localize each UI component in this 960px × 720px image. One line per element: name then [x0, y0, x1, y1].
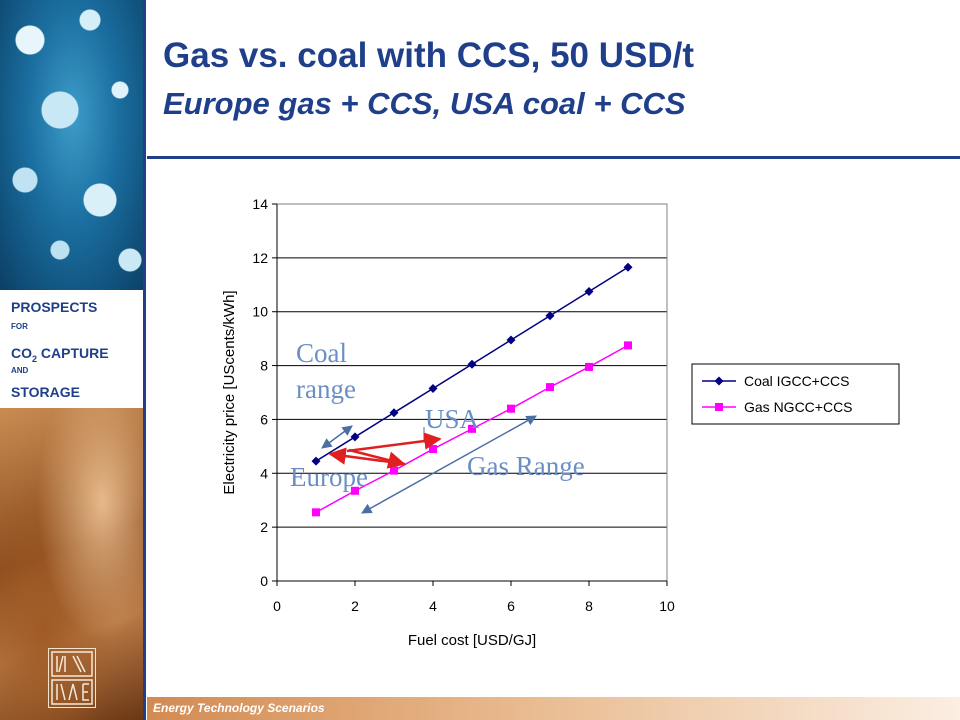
y-tick-label: 4 — [260, 465, 268, 481]
bubbles-image — [0, 0, 146, 290]
electricity-price-chart: 0 2 4 6 8 10 12 14 0 2 4 6 8 10 Coal range USA Europe Gas… — [221, 196, 900, 649]
sidebar-image-panel: PROSPECTS FOR CO2 CAPTURE AND STORAGE — [0, 0, 146, 720]
data-point — [350, 432, 360, 442]
series-coal — [311, 262, 633, 466]
data-point — [545, 311, 555, 321]
data-point — [624, 341, 632, 350]
data-point — [311, 456, 321, 466]
y-tick-label: 8 — [260, 358, 268, 374]
usa-bracket — [421, 427, 425, 443]
annotation-usa: USA — [425, 404, 480, 434]
footer-text: Energy Technology Scenarios — [153, 701, 325, 715]
data-point — [507, 404, 515, 413]
sidebar-divider — [143, 0, 146, 720]
usa-red-arrow — [346, 432, 442, 453]
y-axis-title: Electricity price [UScents/kWh] — [221, 290, 238, 494]
sidebar-label-panel: PROSPECTS FOR CO2 CAPTURE AND STORAGE — [0, 290, 146, 408]
slide-subtitle: Europe gas + CCS, USA coal + CCS — [163, 86, 686, 121]
sidebar-line-and: AND — [11, 366, 29, 375]
data-point — [506, 335, 516, 345]
iea-logo — [48, 648, 96, 708]
legend-marker — [714, 376, 724, 386]
europe-return-arrow — [328, 447, 406, 466]
annotation-coal-range: Coal range — [296, 338, 356, 404]
annotation-europe: Europe — [290, 462, 368, 492]
y-tick-label: 2 — [260, 519, 268, 535]
y-tick-label: 10 — [252, 304, 268, 320]
data-point — [351, 486, 359, 495]
data-point — [467, 359, 477, 369]
x-tick-label: 0 — [273, 598, 281, 614]
y-tick-label: 6 — [260, 411, 268, 427]
chart-legend: Coal IGCC+CCS Gas NGCC+CCS — [691, 363, 900, 425]
data-point — [585, 362, 593, 371]
chart-axes: 0 2 4 6 8 10 12 14 0 2 4 6 8 10 — [252, 196, 675, 614]
y-tick-label: 0 — [260, 573, 268, 589]
sidebar-line-storage: STORAGE — [11, 384, 80, 400]
slide-title: Gas vs. coal with CCS, 50 USD/t — [163, 36, 694, 75]
sidebar-line-prospects: PROSPECTS — [11, 299, 98, 315]
data-point — [428, 383, 438, 393]
x-tick-label: 6 — [507, 598, 515, 614]
y-tick-label: 12 — [252, 250, 268, 266]
annotation-gas-range: Gas Range — [467, 451, 585, 481]
y-tick-label: 14 — [252, 196, 268, 212]
x-tick-label: 2 — [351, 598, 359, 614]
data-point — [390, 466, 398, 475]
sidebar-line-co2-capture: CO2 CAPTURE — [11, 345, 109, 364]
x-tick-label: 10 — [659, 598, 675, 614]
footer-bar: Energy Technology Scenarios — [147, 697, 960, 720]
x-axis-title: Fuel cost [USD/GJ] — [408, 632, 536, 649]
data-point — [546, 383, 554, 392]
data-point — [584, 287, 594, 297]
x-tick-label: 4 — [429, 598, 437, 614]
data-point — [429, 445, 437, 454]
x-tick-label: 8 — [585, 598, 593, 614]
data-point — [389, 408, 399, 418]
legend-marker — [715, 403, 723, 411]
sidebar-line-for: FOR — [11, 322, 28, 331]
gas-range-arrow — [361, 415, 537, 514]
legend-label: Coal IGCC+CCS — [744, 373, 849, 389]
annotation-line: range — [296, 374, 356, 404]
data-point — [623, 262, 633, 272]
data-point — [312, 508, 320, 517]
legend-box — [691, 363, 900, 425]
annotation-line: Coal — [296, 338, 347, 368]
coal-range-arrow — [321, 425, 353, 449]
chart-annotations: Coal range USA Europe Gas Range — [290, 338, 585, 514]
legend-label: Gas NGCC+CCS — [744, 399, 853, 415]
title-divider — [147, 156, 960, 159]
rock-texture-image — [0, 408, 146, 720]
